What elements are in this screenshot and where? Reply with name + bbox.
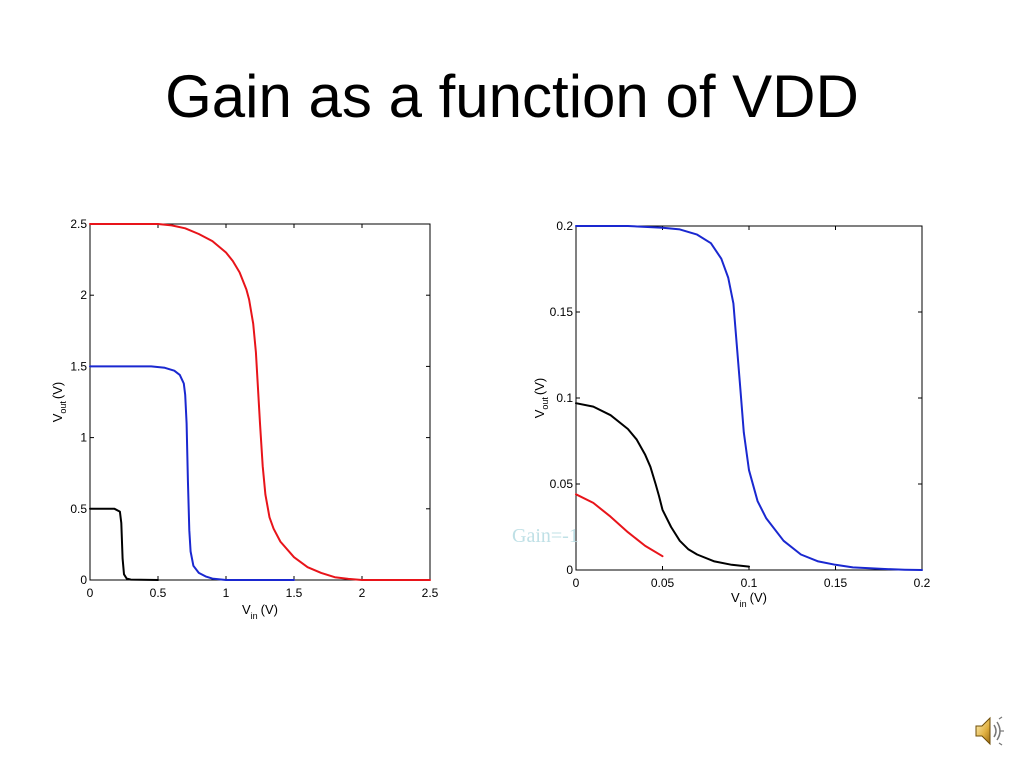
right-xtick-label: 0.1: [741, 576, 758, 590]
right-ytick-label: 0.05: [550, 477, 574, 491]
right-xtick-label: 0.15: [824, 576, 848, 590]
right-ytick-label: 0: [566, 563, 573, 577]
left-ytick-label: 1: [80, 431, 87, 445]
left-xtick-label: 2: [359, 586, 366, 600]
chart-right-plot: 0 0.05 0.1 0.15 0.2 0 0.05 0.1 0.15 0.2 Vin (V) Vout…: [532, 219, 931, 609]
right-xtick-label: 0.2: [914, 576, 931, 590]
left-ytick-label: 2: [80, 288, 87, 302]
left-series-blue-line: [89, 365, 295, 581]
left-xtick-label: 1: [223, 586, 230, 600]
left-yaxis-label: Vout(V): [50, 382, 68, 423]
left-plot-frame: [89, 223, 431, 581]
gain-annotation: Gain=-1: [512, 525, 579, 547]
right-series-red-line: [575, 493, 664, 558]
left-ytick-label: 0.5: [70, 502, 87, 516]
left-xtick-label: 0.5: [150, 586, 167, 600]
right-xtick-label: 0.05: [651, 576, 675, 590]
left-series-red-line: [89, 223, 431, 581]
speaker-sound-icon[interactable]: [972, 714, 1006, 748]
right-xtick-label: 0: [573, 576, 580, 590]
left-ytick-label: 0: [80, 573, 87, 587]
right-series-black-line: [575, 402, 750, 568]
left-xtick-label: 0: [87, 586, 94, 600]
right-xaxis-label: Vin (V): [731, 590, 767, 609]
chart-left-plot: 0 0.5 1 1.5 2 2.5 0 0.5 1 1.5 2 2.5 Vin (V) Vout(V): [50, 217, 439, 621]
left-xtick-label: 2.5: [422, 586, 439, 600]
left-xaxis-label: Vin (V): [242, 602, 278, 621]
left-series-black-line: [89, 507, 159, 581]
right-series-blue-line: [575, 225, 923, 571]
right-ytick-label: 0.15: [550, 305, 574, 319]
speaker-icon-graphic: [975, 716, 1004, 746]
left-ytick-label: 1.5: [70, 359, 87, 373]
right-ytick-label: 0.1: [556, 391, 573, 405]
slide-title: Gain as a function of VDD: [165, 63, 859, 130]
left-ytick-label: 2.5: [70, 217, 87, 231]
right-plot-frame: [575, 225, 923, 571]
right-yaxis-label: Vout(V): [532, 378, 550, 419]
right-ytick-label: 0.2: [556, 219, 573, 233]
left-xtick-label: 1.5: [286, 586, 303, 600]
